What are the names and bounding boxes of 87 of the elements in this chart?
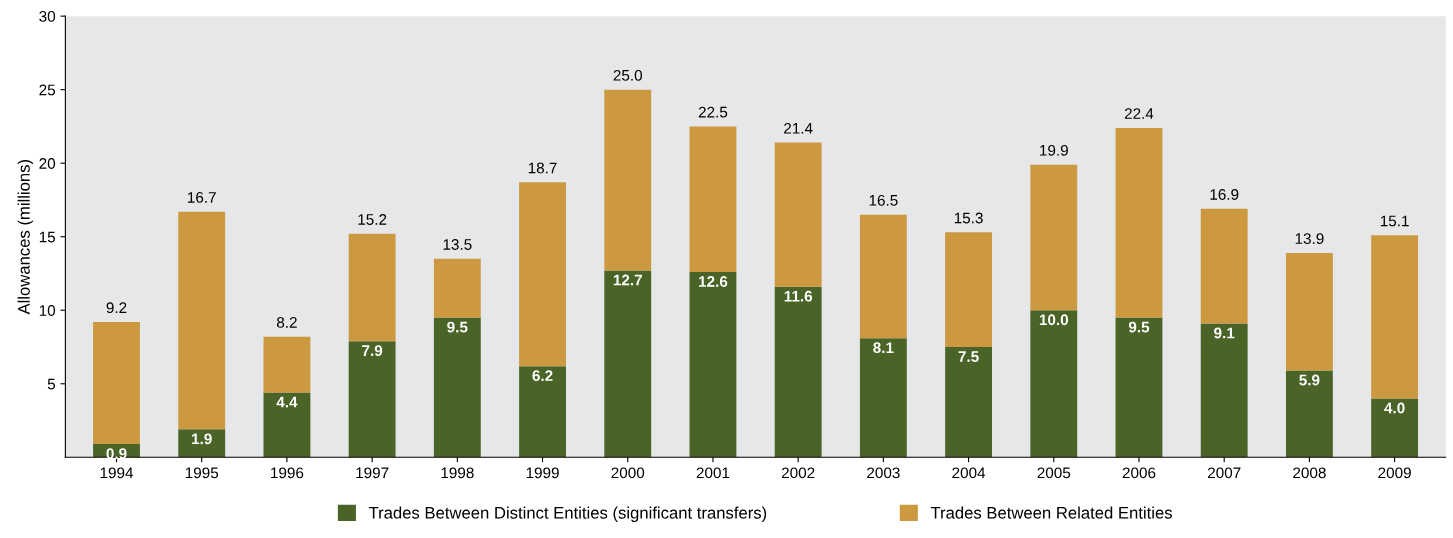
y-tick-label: 20 <box>39 158 56 169</box>
x-tick-label: 2004 <box>952 467 986 479</box>
legend-label: Trades Between Related Entities <box>930 506 1172 519</box>
x-tick-label: 2008 <box>1293 467 1326 479</box>
data-label: 4.4 <box>276 396 298 408</box>
total-label: 16.9 <box>1210 189 1239 200</box>
bar <box>519 182 566 367</box>
total-label: 22.4 <box>1124 108 1154 119</box>
data-label: 12.7 <box>613 274 642 286</box>
bar <box>1115 317 1163 458</box>
data-label: 7.9 <box>362 345 383 357</box>
total-label: 25.0 <box>613 69 643 81</box>
data-label: 12.6 <box>699 276 728 287</box>
bar <box>1285 370 1333 458</box>
total-label: 13.5 <box>443 239 472 250</box>
data-label: 7.5 <box>958 351 979 362</box>
x-tick-label: 2005 <box>1037 467 1071 479</box>
bar <box>1371 398 1419 458</box>
total-label: 8.2 <box>276 317 297 328</box>
total-label: 18.7 <box>528 162 557 174</box>
bar <box>689 126 737 273</box>
total-label: 15.3 <box>954 212 983 224</box>
bar <box>774 286 822 458</box>
bar <box>604 89 652 271</box>
bar <box>604 270 652 458</box>
x-tick-label: 1996 <box>271 467 304 479</box>
data-label: 9.5 <box>447 321 468 333</box>
data-label: 9.1 <box>1214 327 1235 339</box>
bar <box>859 214 907 339</box>
bar <box>945 347 993 458</box>
bar <box>433 258 481 318</box>
bar <box>263 392 311 458</box>
bar <box>859 338 907 458</box>
bar <box>433 317 481 458</box>
total-label: 16.5 <box>869 194 898 206</box>
bar <box>348 341 396 458</box>
bar <box>348 233 396 342</box>
bar <box>263 336 311 393</box>
data-label: 6.2 <box>532 370 553 382</box>
bar <box>1030 164 1078 311</box>
bar <box>1371 235 1419 399</box>
bar <box>774 142 822 287</box>
total-label: 9.2 <box>106 302 127 314</box>
x-tick-label: 1998 <box>441 467 474 479</box>
data-label: 9.5 <box>1128 321 1150 333</box>
bar <box>1285 252 1333 371</box>
total-label: 13.9 <box>1295 233 1324 244</box>
total-label: 15.1 <box>1380 215 1409 227</box>
bar <box>1200 208 1248 324</box>
y-axis-title: Allowances (millions) <box>17 159 34 315</box>
x-tick-label: 1995 <box>185 467 219 479</box>
x-tick-label: 2006 <box>1122 467 1156 479</box>
data-label: 5.9 <box>1299 374 1320 386</box>
x-tick-label: 2001 <box>696 467 730 479</box>
data-label: 4.0 <box>1384 402 1405 414</box>
data-label: 8.1 <box>873 342 894 354</box>
total-label: 15.2 <box>358 214 387 225</box>
legend-label: Trades Between Distinct Entities (significant transfers) <box>368 506 767 523</box>
total-label: 21.4 <box>784 122 813 134</box>
total-label: 19.9 <box>1040 144 1068 156</box>
x-tick-label: 2000 <box>611 467 645 479</box>
y-tick-label: 5 <box>47 378 56 390</box>
x-tick-label: 2003 <box>867 467 900 479</box>
x-tick-label: 1994 <box>100 467 134 479</box>
total-label: 16.7 <box>188 192 216 203</box>
x-tick-label: 1997 <box>356 467 389 479</box>
bar <box>178 211 226 430</box>
x-tick-label: 2007 <box>1207 467 1241 479</box>
total-label: 22.5 <box>698 106 728 118</box>
bar <box>93 322 140 445</box>
y-tick-label: 10 <box>39 305 56 316</box>
y-tick-label: 15 <box>39 231 56 243</box>
bar <box>1200 323 1248 458</box>
x-tick-label: 1999 <box>526 467 559 479</box>
y-tick-label: 30 <box>39 11 56 22</box>
x-tick-label: 2009 <box>1378 467 1411 479</box>
data-label: 1.9 <box>192 433 212 445</box>
data-label: 11.6 <box>784 290 813 302</box>
y-tick-label: 25 <box>39 84 56 96</box>
bar <box>1115 127 1163 318</box>
data-label: 10.0 <box>1039 314 1069 326</box>
bar <box>519 366 566 458</box>
bar <box>178 429 226 458</box>
bar <box>945 232 993 348</box>
x-tick-label: 2002 <box>781 467 815 479</box>
bar <box>1030 310 1078 458</box>
bar <box>689 272 737 458</box>
